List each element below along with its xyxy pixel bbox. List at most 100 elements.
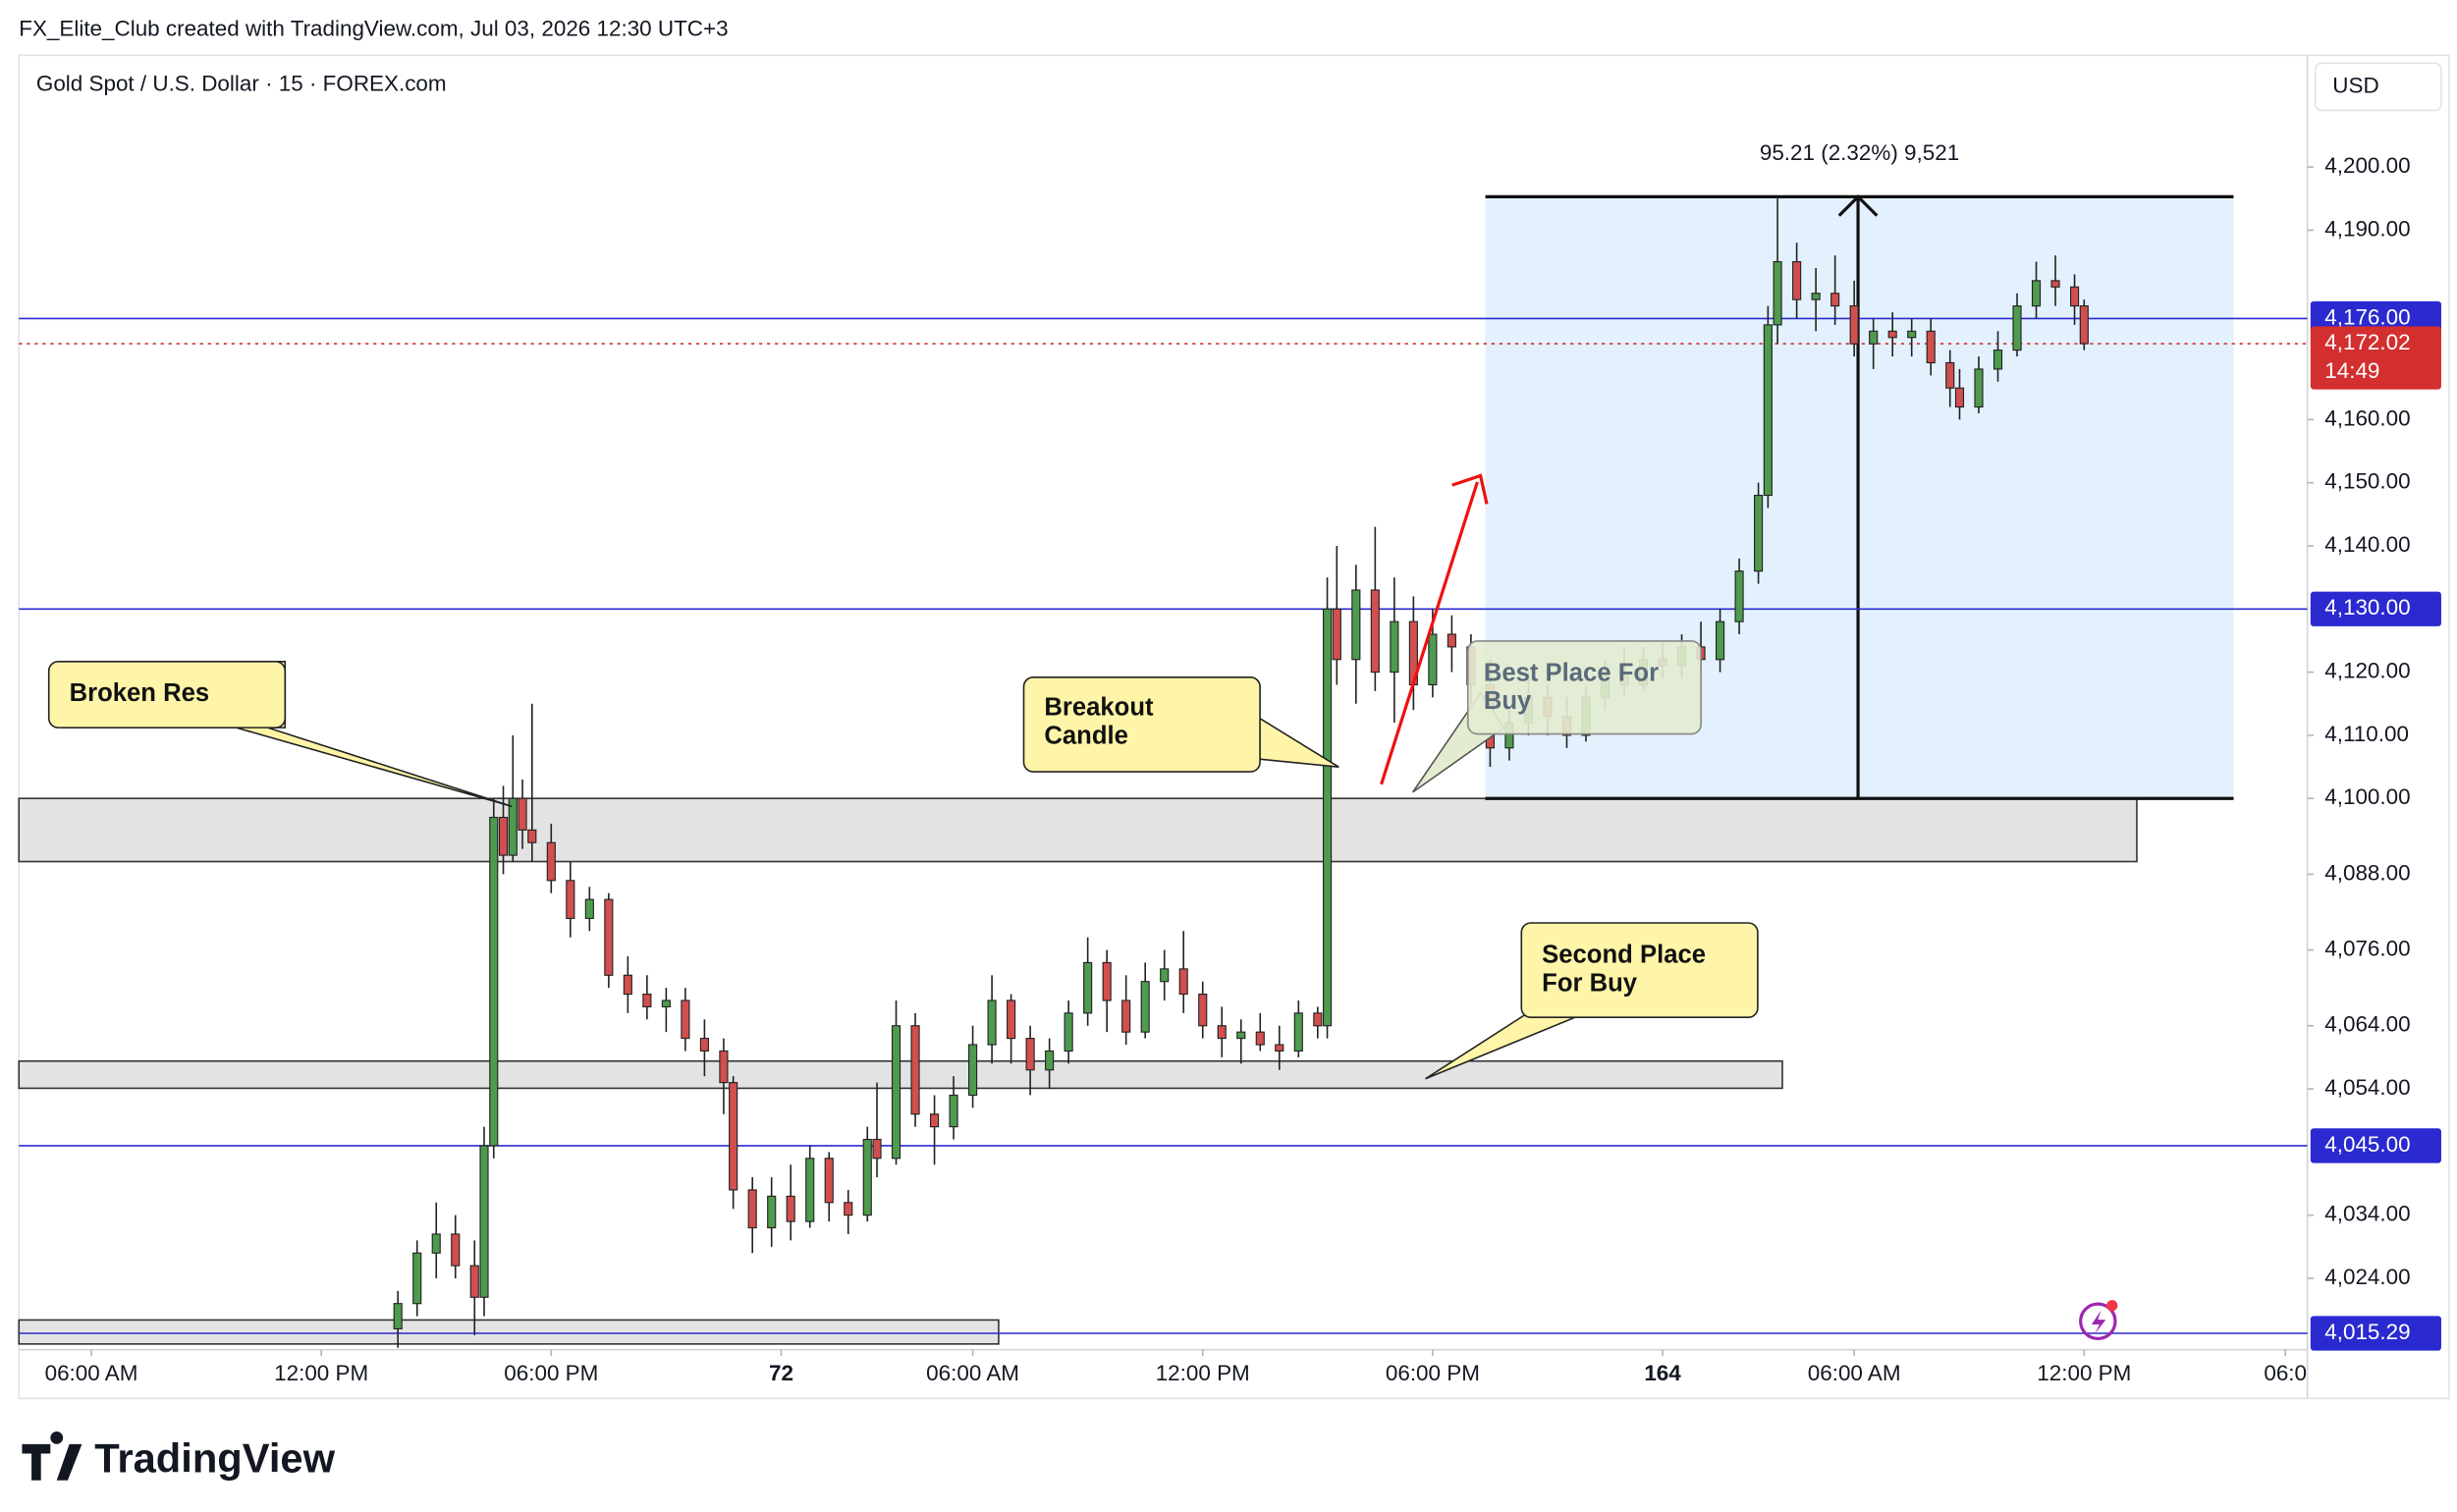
zone — [18, 797, 2138, 863]
candle-body — [1974, 368, 1984, 408]
candle-body — [2050, 280, 2060, 288]
candle-body — [2079, 305, 2089, 345]
candle-body — [1830, 293, 1840, 307]
candle-body — [2069, 286, 2080, 307]
callout-text: Best Place For — [1484, 659, 1659, 686]
credit: FX_Elite_Club created with TradingView.c… — [19, 17, 728, 41]
x-tick-label: 12:00 PM — [274, 1361, 368, 1385]
candle-body — [719, 1050, 729, 1084]
symbol-title: Gold Spot / U.S. Dollar · 15 · FOREX.com — [36, 72, 447, 96]
candle-body — [767, 1195, 777, 1229]
candle-body — [1178, 968, 1188, 996]
brand-name: TradingView — [94, 1435, 335, 1482]
candle-body — [1351, 589, 1361, 661]
zones — [18, 797, 2138, 1345]
alert-icon[interactable] — [2079, 1302, 2117, 1341]
zone — [18, 1319, 1000, 1345]
trend-arrow-head — [1451, 473, 1489, 505]
callout-box — [1022, 676, 1261, 773]
price-line-label: 4,176.00 — [2324, 304, 2410, 329]
candle-body — [1716, 621, 1725, 661]
candle-body — [1064, 1012, 1073, 1053]
callout-box — [1466, 640, 1702, 735]
candle-body — [1332, 608, 1341, 661]
y-tick-label: 4,200.00 — [2324, 153, 2410, 178]
y-tick-label: 4,140.00 — [2324, 532, 2410, 557]
candle-body — [844, 1202, 853, 1216]
currency: USD — [2332, 73, 2378, 97]
candle-body — [1428, 633, 1438, 686]
y-tick-label: 4,088.00 — [2324, 860, 2410, 885]
alert-dot — [2106, 1300, 2118, 1312]
candle-body — [1313, 1012, 1323, 1027]
candle-body — [1083, 961, 1093, 1014]
candle-body — [862, 1138, 872, 1216]
callout-text: Second Place — [1542, 941, 1706, 968]
candle-body — [968, 1044, 978, 1097]
axes: 4,200.00 4,190.00 4,160.00 4,150.00 4,140.00… — [45, 153, 2441, 1385]
y-tick-label: 4,110.00 — [2324, 722, 2409, 746]
candle-body — [1887, 330, 1897, 339]
y-tick-label: 4,160.00 — [2324, 405, 2410, 430]
y-tick-label: 4,076.00 — [2324, 937, 2410, 961]
candle-body — [2031, 280, 2042, 307]
current-price-timer: 14:49 — [2324, 358, 2379, 383]
candle-body — [1025, 1038, 1035, 1071]
candle-body — [584, 898, 594, 919]
candle-body — [527, 829, 537, 843]
candle-body — [1007, 999, 1016, 1040]
candle-body — [1102, 961, 1112, 1001]
current-price-box — [2310, 326, 2441, 390]
y-tick-label: 4,024.00 — [2324, 1265, 2410, 1289]
candle-body — [566, 880, 575, 919]
candle-body — [393, 1303, 403, 1329]
candle-body — [412, 1252, 422, 1305]
candle-body — [1763, 324, 1773, 497]
brand-logo — [22, 1431, 82, 1481]
callout-text: Broken Res — [70, 679, 210, 707]
candle-body — [910, 1025, 920, 1115]
candle-body — [623, 974, 632, 996]
y-tick-label: 4,120.00 — [2324, 659, 2410, 683]
alert-bolt — [2091, 1310, 2106, 1334]
price-line-label: 4,130.00 — [2324, 595, 2410, 620]
candle-body — [699, 1038, 709, 1053]
x-tick-label: 164 — [1644, 1361, 1681, 1385]
candle-body — [1275, 1044, 1284, 1053]
candle-body — [1849, 305, 1859, 345]
candle-body — [2012, 305, 2022, 351]
x-tick-label: 72 — [769, 1361, 793, 1385]
candle-body — [949, 1094, 958, 1128]
x-tick-label: 06:0 — [2264, 1361, 2307, 1385]
candle-body — [1293, 1012, 1303, 1053]
candle-body — [872, 1138, 882, 1160]
candle-body — [891, 1025, 901, 1160]
candle-body — [1954, 387, 1965, 408]
candle-body — [642, 994, 652, 1008]
candle-body — [469, 1265, 479, 1298]
price-line-label: 4,015.29 — [2324, 1320, 2410, 1344]
candle-body — [546, 841, 556, 882]
annotations: Broken Res Breakout Candle Best Place Fo… — [47, 473, 2118, 1341]
candle-body — [786, 1195, 795, 1222]
candle-body — [431, 1233, 441, 1254]
candle-body — [1198, 994, 1208, 1027]
candle-body — [1121, 999, 1131, 1033]
callout-text: Buy — [1484, 687, 1532, 715]
candle-body — [1370, 589, 1380, 674]
candle-body — [1811, 293, 1821, 300]
candle-body — [479, 1145, 489, 1298]
candle-body — [661, 999, 671, 1008]
y-tick-label: 4,190.00 — [2324, 216, 2410, 241]
candle-body — [1255, 1031, 1265, 1046]
chart-frame — [18, 54, 2450, 1400]
candle-body — [1390, 621, 1399, 674]
trend-arrow — [1380, 481, 1479, 785]
candle-body — [681, 999, 690, 1040]
x-tick-label: 12:00 PM — [2037, 1361, 2131, 1385]
candle-body — [1322, 608, 1333, 1027]
candle-body — [451, 1233, 461, 1267]
y-tick-label: 4,150.00 — [2324, 469, 2410, 494]
